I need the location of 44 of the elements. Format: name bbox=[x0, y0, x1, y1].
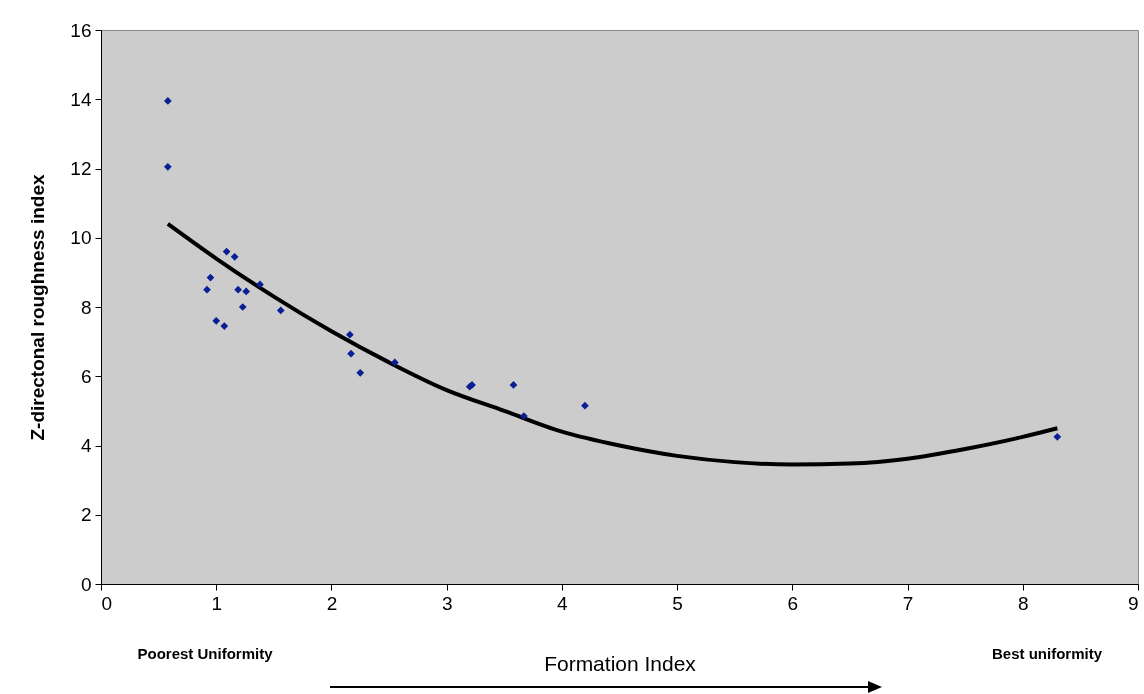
x-tick-label: 7 bbox=[902, 592, 914, 614]
point bbox=[222, 247, 231, 256]
y-tick-label: 8 bbox=[80, 296, 92, 318]
point bbox=[346, 330, 354, 339]
text: Best uniformity bbox=[991, 645, 1103, 662]
point bbox=[509, 381, 518, 389]
point bbox=[203, 285, 211, 294]
y-tick-label: 14 bbox=[70, 88, 92, 110]
point bbox=[347, 349, 355, 358]
y-axis-title: Z-directonal roughness index bbox=[27, 174, 49, 441]
point bbox=[242, 287, 251, 296]
x-tick-label: 4 bbox=[557, 592, 569, 614]
y-tick-label: 6 bbox=[80, 365, 92, 387]
x-axis-title: Formation Index bbox=[544, 651, 697, 675]
x-tick-label: 2 bbox=[326, 592, 338, 614]
y-tick-label: 12 bbox=[70, 158, 92, 179]
x-tick-label: 0 bbox=[101, 592, 113, 614]
point bbox=[163, 97, 172, 105]
x-tick-label: 3 bbox=[441, 592, 453, 614]
x-tick-label: 1 bbox=[211, 592, 223, 614]
y-tick-label: 2 bbox=[80, 504, 92, 526]
point bbox=[234, 285, 242, 294]
point bbox=[390, 358, 399, 367]
point bbox=[238, 303, 247, 311]
point bbox=[256, 280, 264, 289]
text: Poorest Uniformity bbox=[137, 645, 273, 662]
x-tick-label: 5 bbox=[672, 592, 683, 614]
point bbox=[163, 162, 172, 171]
y-tick-label: 4 bbox=[80, 435, 92, 456]
y-tick-label: 0 bbox=[80, 573, 92, 595]
point bbox=[276, 306, 285, 315]
point bbox=[212, 316, 221, 325]
x-tick-label: 6 bbox=[787, 592, 799, 614]
x-tick-label: 9 bbox=[1127, 592, 1139, 614]
line-series bbox=[165, 221, 1060, 467]
point bbox=[1053, 432, 1062, 441]
point bbox=[356, 368, 365, 377]
x-tick-label: 8 bbox=[1017, 592, 1029, 614]
point bbox=[519, 412, 528, 420]
y-tick-label: 16 bbox=[70, 19, 92, 41]
point bbox=[581, 401, 589, 410]
point bbox=[220, 322, 229, 330]
y-tick-label: 10 bbox=[70, 227, 92, 249]
point bbox=[230, 252, 239, 261]
